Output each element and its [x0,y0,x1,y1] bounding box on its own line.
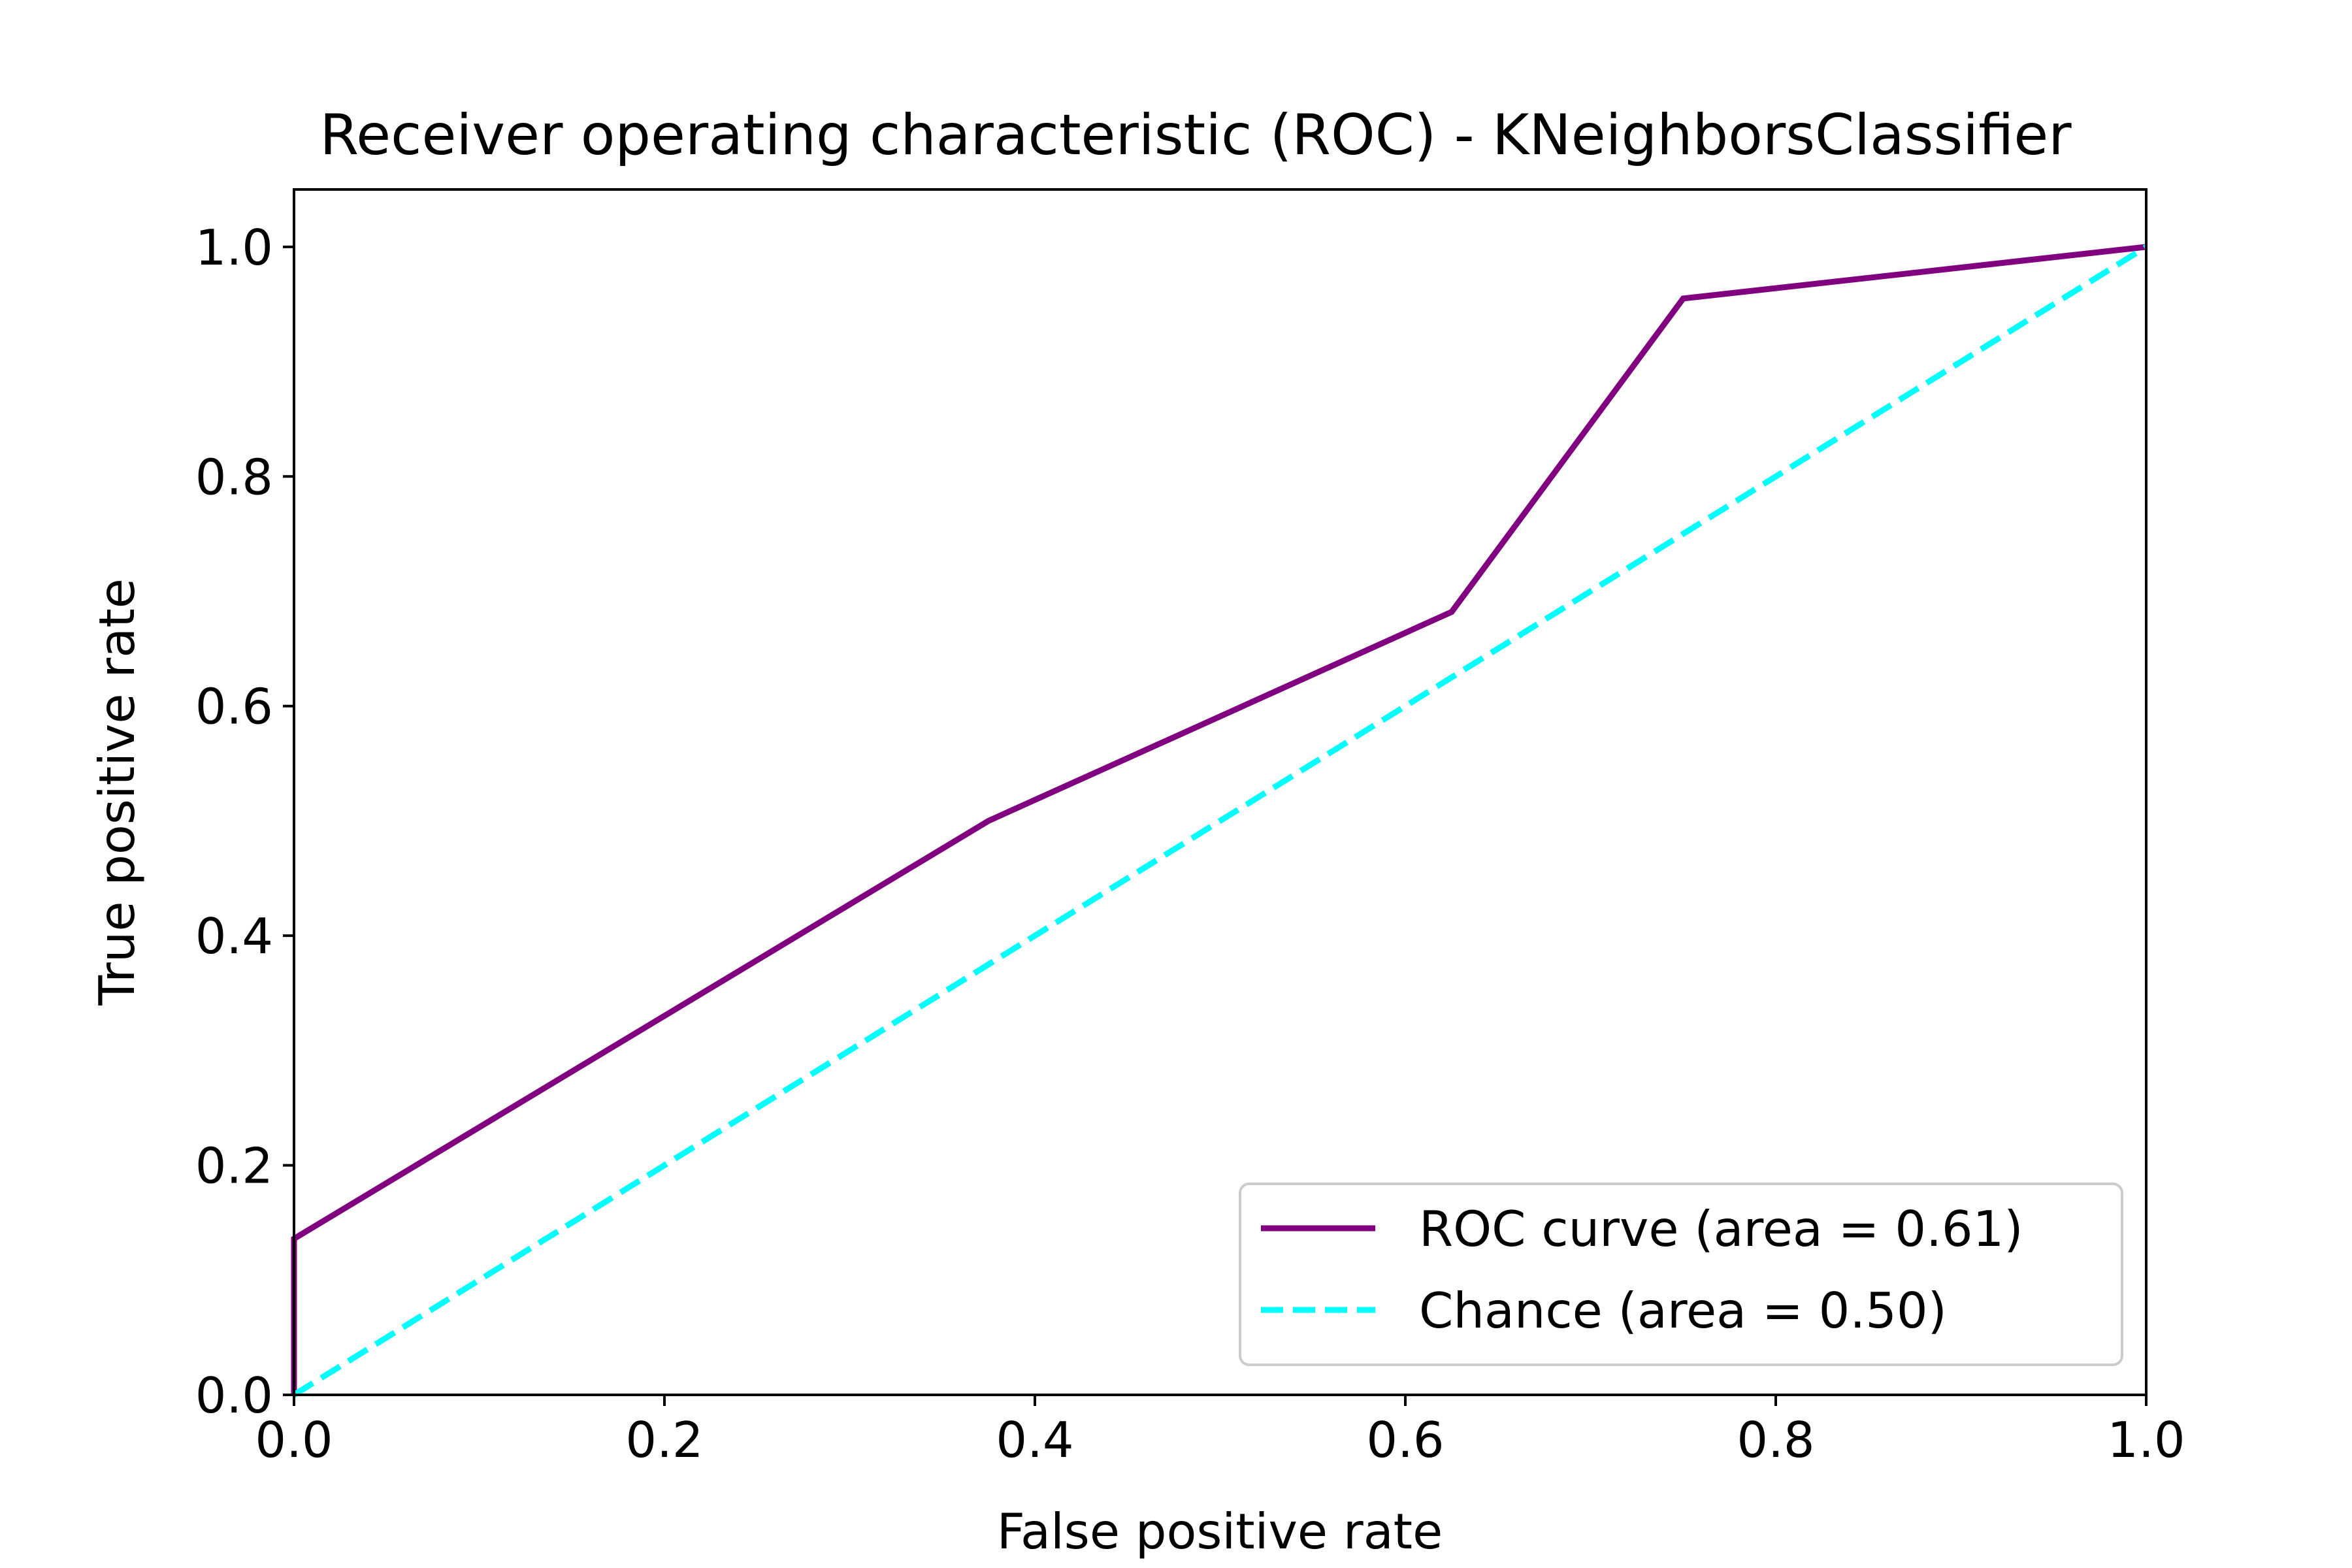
plot-area [291,188,2148,1397]
x-axis-ticks: 0.0 0.2 0.4 0.6 0.8 1.0 [255,1395,2185,1469]
x-tick-label: 0.2 [625,1411,703,1469]
x-tick-label: 0.0 [255,1411,333,1469]
y-axis-label: True positive rate [88,578,146,1006]
y-tick-label: 0.0 [195,1367,273,1424]
y-tick-label: 0.8 [195,448,273,506]
legend: ROC curve (area = 0.61) Chance (area = 0.… [1239,1183,2123,1366]
chart-title: Receiver operating characteristic (ROC) … [319,103,2072,168]
y-tick-label: 0.6 [195,678,273,736]
legend-entries: ROC curve (area = 0.61) Chance (area = 0.… [1261,1200,2023,1339]
x-tick-label: 0.6 [1366,1411,1444,1469]
legend-label-1: Chance (area = 0.50) [1419,1282,1947,1339]
legend-box [1239,1183,2123,1366]
y-tick-label: 1.0 [195,219,273,276]
x-axis-label: False positive rate [997,1503,1443,1560]
x-tick-label: 1.0 [2107,1411,2185,1469]
legend-label-0: ROC curve (area = 0.61) [1419,1200,2023,1258]
axes-frame [293,188,2148,1396]
x-tick-label: 0.4 [996,1411,1073,1469]
y-tick-label: 0.2 [195,1137,273,1195]
y-tick-label: 0.4 [195,907,273,965]
x-tick-label: 0.8 [1737,1411,1814,1469]
series-line-1 [292,244,2148,1397]
y-axis-ticks: 0.0 0.2 0.4 0.6 0.8 1.0 [195,219,294,1424]
